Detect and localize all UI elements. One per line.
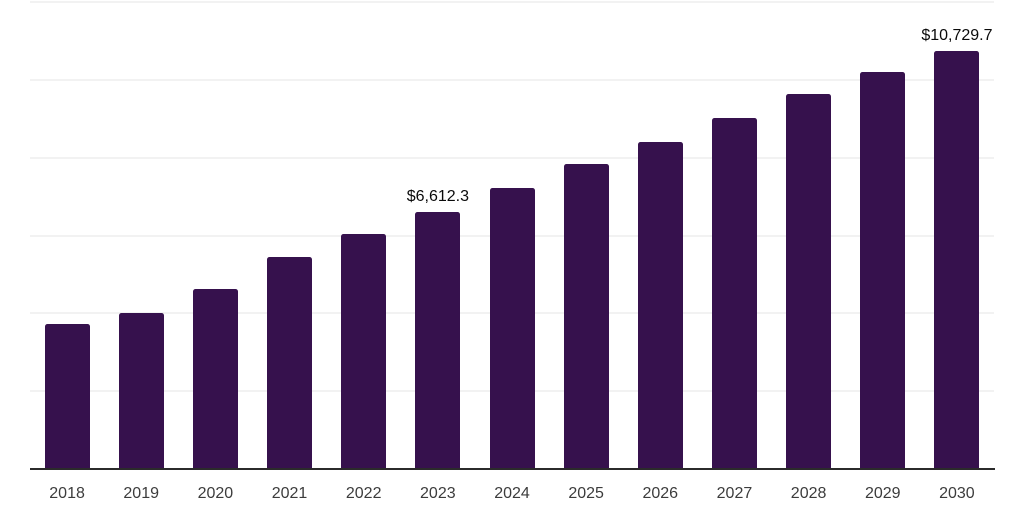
bar-2026 (637, 142, 683, 469)
gridline (30, 1, 994, 3)
bar-2019 (118, 313, 164, 469)
bar-2024 (489, 187, 535, 469)
gridline (30, 78, 994, 81)
x-tick-label-2025: 2025 (568, 485, 604, 502)
x-tick-label-2021: 2021 (271, 485, 308, 502)
bar-2022 (341, 234, 387, 469)
x-tick-label-2023: 2023 (420, 485, 456, 502)
x-tick-label-2029: 2029 (864, 485, 901, 502)
x-tick-label-2026: 2026 (642, 485, 679, 502)
bar-value-label-2023: $6,612.3 (406, 187, 469, 205)
gridline (30, 156, 994, 159)
bar-2020 (192, 289, 238, 469)
x-tick-label-2024: 2024 (494, 485, 530, 502)
bar-2027 (711, 117, 757, 469)
bar-value-label-2030: $10,729.7 (921, 27, 993, 45)
x-tick-label-2028: 2028 (790, 485, 827, 502)
bar-2025 (563, 164, 609, 469)
x-tick-label-2020: 2020 (197, 485, 234, 502)
bar-2023 (415, 211, 461, 469)
x-axis-line (30, 468, 995, 470)
x-tick-label-2022: 2022 (345, 485, 382, 502)
bar-2030 (934, 51, 980, 469)
bar-2028 (786, 94, 832, 469)
bar-2021 (267, 256, 313, 469)
x-tick-label-2030: 2030 (939, 485, 975, 502)
x-tick-label-2027: 2027 (716, 485, 753, 502)
x-tick-label-2019: 2019 (123, 485, 159, 502)
bar-2029 (860, 72, 906, 469)
x-tick-label-2018: 2018 (49, 485, 85, 502)
bar-2018 (44, 323, 90, 469)
